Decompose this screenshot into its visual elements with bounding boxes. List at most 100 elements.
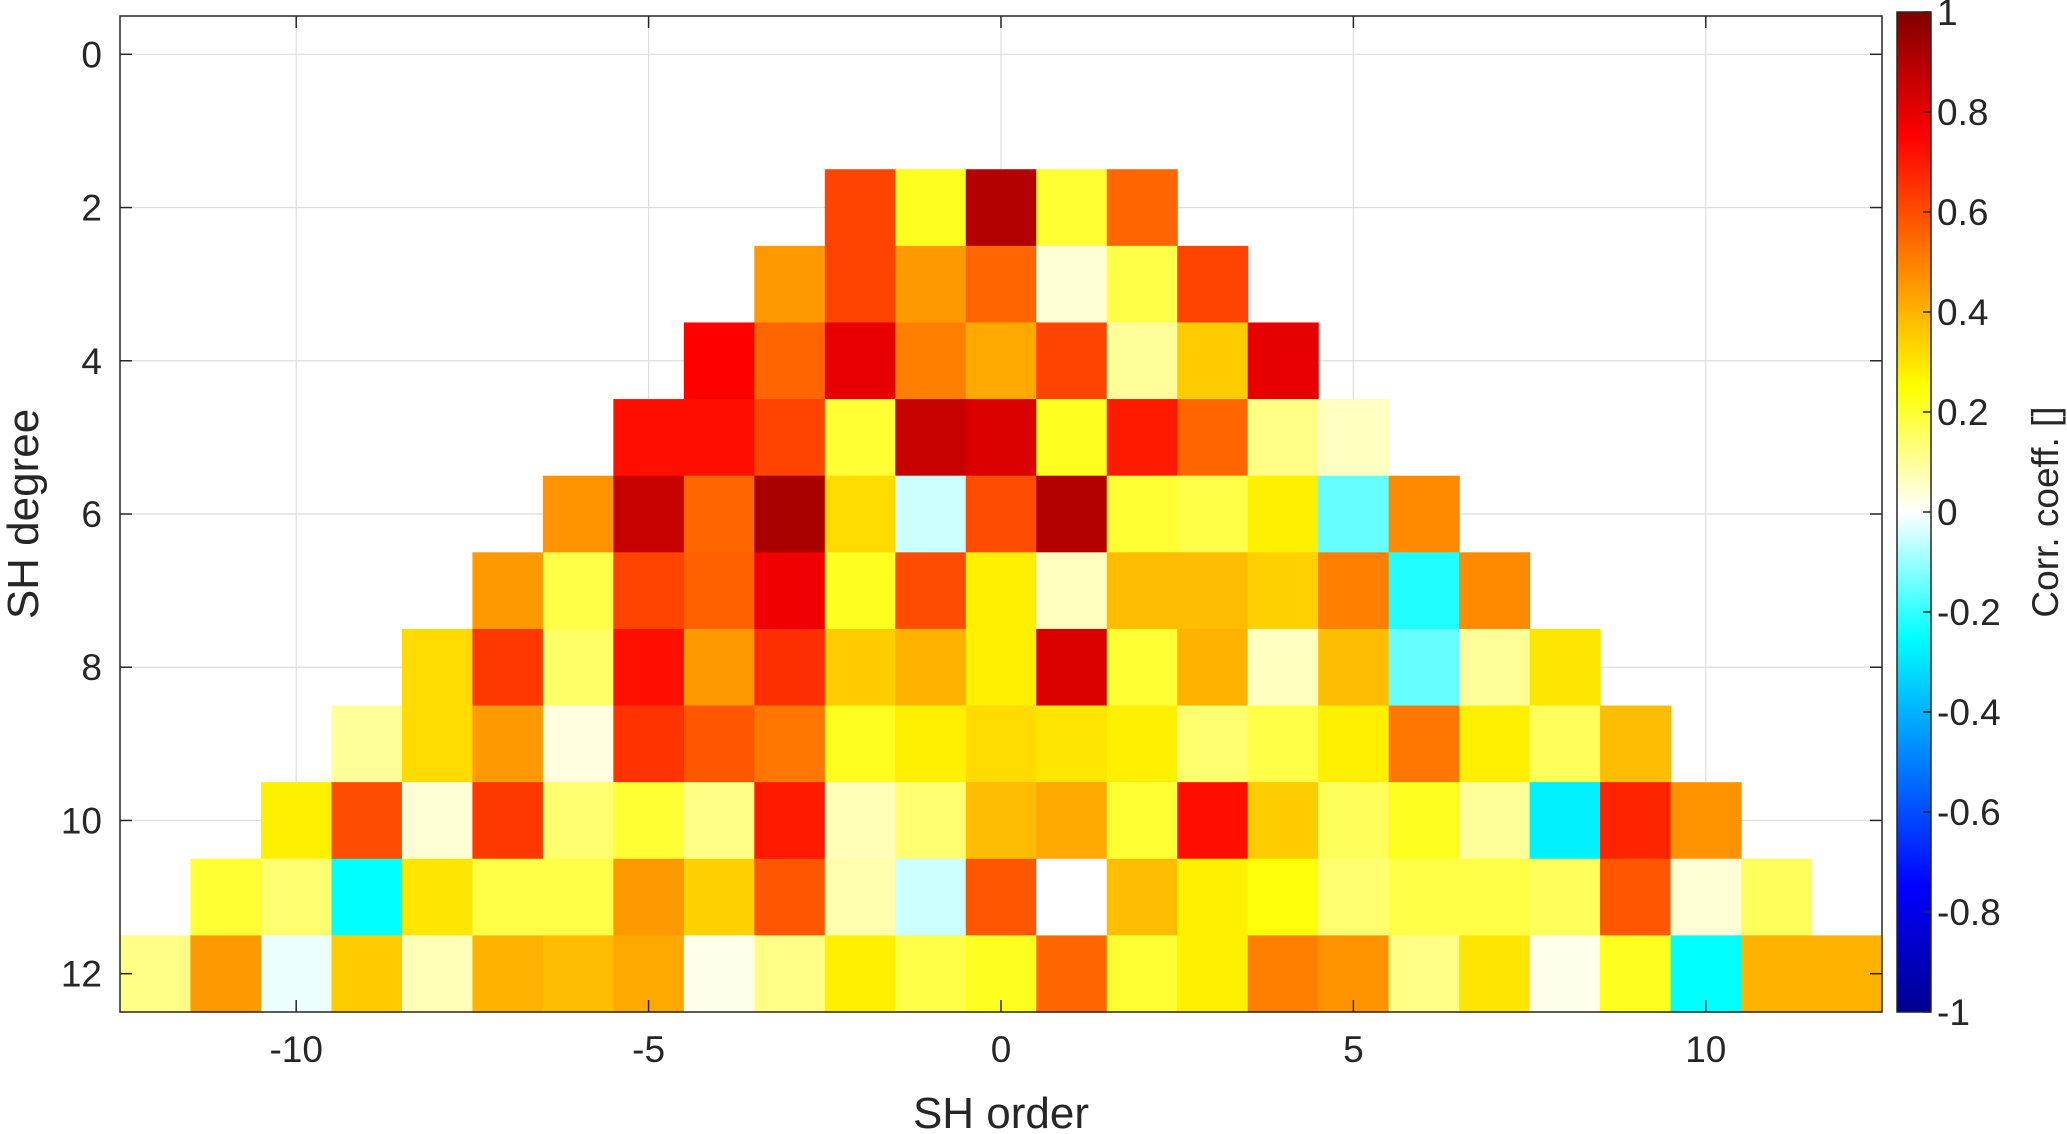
heatmap-cell <box>895 552 967 630</box>
heatmap-cell <box>754 475 826 553</box>
heatmap-cell <box>1177 935 1249 1013</box>
heatmap-cell <box>965 935 1037 1013</box>
heatmap-cell <box>1106 858 1178 936</box>
heatmap-cell <box>754 935 826 1013</box>
heatmap-cell <box>1106 322 1178 400</box>
heatmap-cell <box>1106 705 1178 783</box>
heatmap-cell <box>1318 705 1390 783</box>
heatmap-cell <box>1388 858 1460 936</box>
heatmap-cell <box>1600 782 1672 860</box>
heatmap-cell <box>895 475 967 553</box>
heatmap-cell <box>1177 475 1249 553</box>
heatmap-cell <box>824 858 896 936</box>
heatmap-cell <box>1318 858 1390 936</box>
heatmap-cell <box>1177 628 1249 707</box>
heatmap-cell <box>542 552 614 630</box>
heatmap-cell <box>1177 858 1249 936</box>
heatmap-cell <box>824 475 896 553</box>
heatmap-cell <box>1600 935 1672 1013</box>
heatmap-cell <box>401 628 473 707</box>
heatmap-cell <box>1247 399 1319 477</box>
heatmap-cell <box>1388 552 1460 630</box>
heatmap-cell <box>190 935 262 1013</box>
heatmap-cell <box>1600 705 1672 783</box>
heatmap-cell <box>260 782 333 860</box>
x-tick-label: -5 <box>632 1029 665 1070</box>
heatmap-cell <box>1036 782 1108 860</box>
heatmap-cell <box>754 322 826 400</box>
heatmap-cell <box>1318 399 1390 477</box>
heatmap-cell <box>895 705 967 783</box>
heatmap-cell <box>542 858 614 936</box>
heatmap-cell <box>754 858 826 936</box>
heatmap-cell <box>1177 552 1249 630</box>
heatmap-cell <box>895 935 967 1013</box>
x-tick-label: 10 <box>1685 1029 1726 1070</box>
heatmap-cell <box>1247 552 1319 630</box>
heatmap-cell <box>1106 169 1178 247</box>
heatmap-cell <box>1529 782 1601 860</box>
heatmap-cell <box>613 628 685 707</box>
heatmap-cell <box>472 552 544 630</box>
heatmap-cell <box>1741 935 1813 1013</box>
colorbar-tick-label: 0.4 <box>1937 292 1988 333</box>
y-tick-label: 12 <box>61 954 102 995</box>
heatmap-cell <box>401 782 473 860</box>
heatmap-cells <box>120 169 1883 1013</box>
colorbar-tick-label: 0.8 <box>1937 92 1988 133</box>
heatmap-cell <box>1036 169 1108 247</box>
y-tick-label: 2 <box>81 188 102 229</box>
x-axis-ticks: -10 -5 0 5 10 <box>269 16 1726 1070</box>
heatmap-cell <box>1036 935 1108 1013</box>
heatmap-cell <box>895 399 967 477</box>
heatmap-cell <box>683 475 755 553</box>
heatmap-cell <box>965 858 1037 936</box>
colorbar-tick-label: 1 <box>1937 0 1958 33</box>
heatmap-cell <box>965 552 1037 630</box>
heatmap-cell <box>1036 628 1108 707</box>
colorbar-label: Corr. coeff. [] <box>2025 406 2066 617</box>
heatmap-cell <box>1247 935 1319 1013</box>
heatmap-cell <box>542 782 614 860</box>
heatmap-cell <box>1529 705 1601 783</box>
heatmap-cell <box>1388 475 1460 553</box>
heatmap-cell <box>1318 552 1390 630</box>
colorbar-tick-label: -0.6 <box>1937 792 2001 833</box>
heatmap-cell <box>401 935 473 1013</box>
heatmap-cell <box>1177 399 1249 477</box>
heatmap-cell <box>1670 858 1742 936</box>
heatmap-cell <box>1177 782 1249 860</box>
heatmap-cell <box>260 858 333 936</box>
heatmap-cell <box>190 858 262 936</box>
heatmap-cell <box>613 705 685 783</box>
heatmap-cell <box>965 475 1037 553</box>
heatmap-cell <box>895 782 967 860</box>
heatmap-cell <box>1670 935 1742 1013</box>
heatmap-cell <box>1459 552 1531 630</box>
heatmap-cell <box>1459 935 1531 1013</box>
heatmap-cell <box>683 322 755 400</box>
heatmap-cell <box>542 935 614 1013</box>
heatmap-cell <box>824 628 896 707</box>
heatmap-cell <box>1600 858 1672 936</box>
heatmap-cell <box>1177 245 1249 324</box>
heatmap-cell <box>824 935 896 1013</box>
heatmap-cell <box>1036 322 1108 400</box>
heatmap-cell <box>613 552 685 630</box>
heatmap-cell <box>472 935 544 1013</box>
heatmap-cell <box>1247 475 1319 553</box>
heatmap-cell <box>754 552 826 630</box>
heatmap-cell <box>1388 935 1460 1013</box>
y-axis-ticks: 0 2 4 6 8 10 12 <box>61 34 1882 995</box>
heatmap-cell <box>1106 628 1178 707</box>
heatmap-cell <box>1670 782 1742 860</box>
heatmap-cell <box>1177 322 1249 400</box>
heatmap-cell <box>895 858 967 936</box>
heatmap-cell <box>683 552 755 630</box>
heatmap-cell <box>1106 475 1178 553</box>
heatmap-cell <box>1247 322 1319 400</box>
heatmap-cell <box>824 782 896 860</box>
heatmap-cell <box>1459 858 1531 936</box>
heatmap-cell <box>1741 858 1813 936</box>
